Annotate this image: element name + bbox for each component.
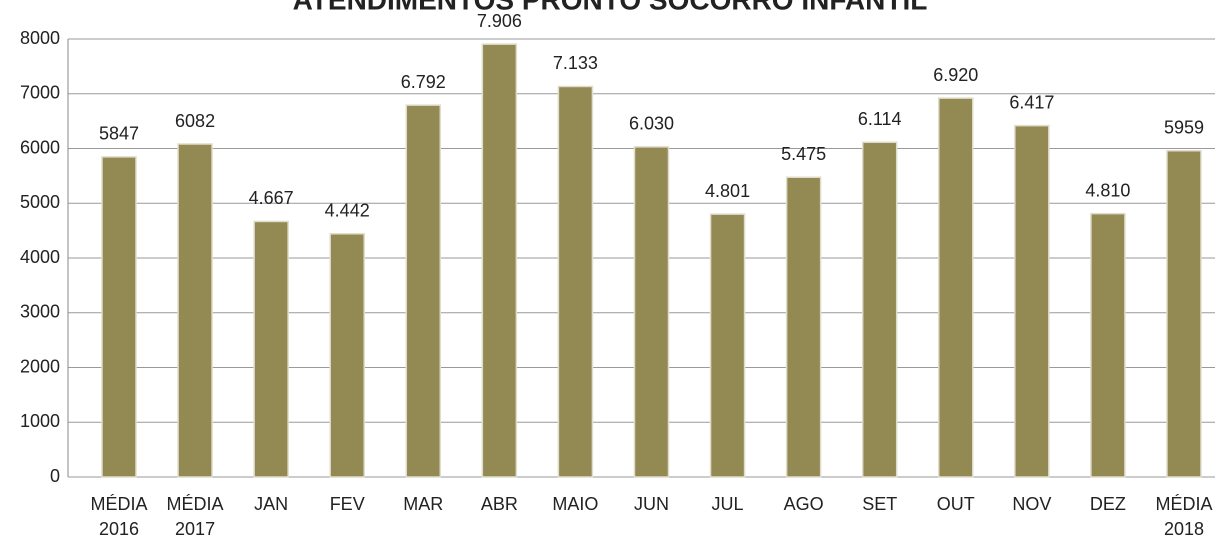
bar bbox=[405, 104, 442, 478]
value-label: 5959 bbox=[1164, 117, 1204, 137]
x-tick-label: DEZ bbox=[1090, 494, 1126, 514]
y-tick-label: 0 bbox=[50, 466, 60, 486]
value-label: 4.667 bbox=[249, 188, 294, 208]
x-tick-label: MÉDIA 2017 bbox=[167, 494, 224, 539]
x-tick-label: AGO bbox=[784, 494, 824, 514]
value-label: 6.417 bbox=[1009, 92, 1054, 112]
x-tick-label: JUL bbox=[712, 494, 744, 514]
y-tick-label: 6000 bbox=[20, 137, 60, 157]
value-label: 5847 bbox=[99, 124, 139, 144]
x-tick-label: JAN bbox=[254, 494, 288, 514]
value-label: 6.792 bbox=[401, 72, 446, 92]
bar bbox=[785, 176, 822, 478]
bar bbox=[861, 141, 898, 478]
x-tick-label: ABR bbox=[481, 494, 518, 514]
y-tick-label: 8000 bbox=[20, 28, 60, 48]
value-label: 7.133 bbox=[553, 53, 598, 73]
y-tick-label: 2000 bbox=[20, 356, 60, 376]
value-label: 7.906 bbox=[477, 11, 522, 31]
value-label: 6082 bbox=[175, 111, 215, 131]
bar bbox=[481, 43, 518, 478]
bar bbox=[938, 97, 974, 478]
value-label: 6.920 bbox=[933, 65, 978, 85]
bar bbox=[709, 213, 746, 478]
y-tick-label: 5000 bbox=[20, 192, 60, 212]
chart-title: ATENDIMENTOS PRONTO SOCORRO INFANTIL bbox=[293, 0, 928, 15]
x-tick-label: MAR bbox=[403, 494, 443, 514]
value-label: 6.030 bbox=[629, 114, 674, 134]
x-tick-label: NOV bbox=[1012, 494, 1051, 514]
value-label: 5.475 bbox=[781, 144, 826, 164]
value-label: 4.801 bbox=[705, 181, 750, 201]
value-label: 4.810 bbox=[1085, 180, 1130, 200]
bar bbox=[253, 220, 289, 478]
bar bbox=[633, 146, 670, 478]
y-tick-label: 1000 bbox=[20, 411, 60, 431]
x-tick-label: FEV bbox=[330, 494, 365, 514]
bar bbox=[557, 85, 594, 478]
x-tick-label: MAIO bbox=[552, 494, 598, 514]
bar bbox=[177, 143, 213, 478]
y-tick-label: 3000 bbox=[20, 302, 60, 322]
value-label: 6.114 bbox=[858, 109, 902, 129]
bar bbox=[101, 156, 137, 478]
y-tick-label: 7000 bbox=[20, 83, 60, 103]
x-tick-label: OUT bbox=[937, 494, 975, 514]
bar bbox=[1090, 212, 1126, 478]
x-tick-label: MÉDIA 2018 bbox=[1155, 494, 1212, 539]
bar bbox=[1166, 149, 1202, 478]
y-tick-label: 4000 bbox=[20, 247, 60, 267]
x-tick-label: MÉDIA 2016 bbox=[90, 494, 147, 539]
x-tick-label: SET bbox=[862, 494, 897, 514]
x-tick-label: JUN bbox=[634, 494, 669, 514]
bar bbox=[329, 233, 365, 478]
value-label: 4.442 bbox=[325, 201, 370, 221]
bar bbox=[1014, 124, 1050, 478]
